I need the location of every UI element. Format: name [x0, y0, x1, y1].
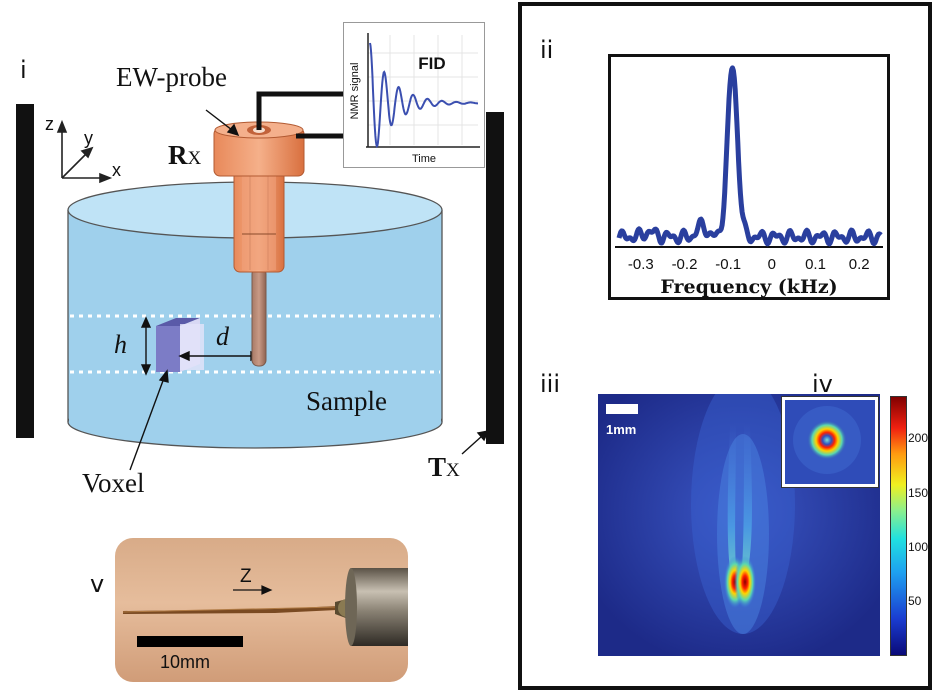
fid-title: FID	[418, 54, 445, 73]
h-dimension-arrow	[140, 316, 152, 376]
colorbar-tick-label: 50	[908, 593, 922, 608]
cross-section-inset	[781, 396, 879, 488]
spectrum-xlabel: Frequency (kHz)	[660, 276, 837, 297]
colorbar-tick-label: 150	[908, 485, 929, 500]
panel-label-i: i	[20, 56, 27, 84]
spectrum-line	[616, 65, 883, 247]
image-scalebar-label: 1mm	[606, 422, 637, 437]
h-label: h	[114, 330, 127, 359]
ew-probe	[213, 121, 305, 367]
spectrum-tick-label: 0	[768, 256, 776, 273]
photo-axis-label: Z	[240, 566, 252, 587]
spectrum-tick-label: -0.2	[672, 256, 698, 273]
axes-triad-icon	[56, 119, 113, 184]
axis-z-label: z	[45, 114, 54, 134]
fid-inset: NMR signal Time FID	[343, 22, 485, 168]
panel-label-iv: iv	[812, 370, 833, 398]
d-label: d	[216, 322, 229, 351]
axis-y-label: y	[84, 128, 93, 148]
hotspot-right	[734, 556, 756, 608]
probe-cables	[256, 91, 350, 139]
rx-label: RX	[168, 140, 202, 170]
fid-plot: NMR signal Time FID	[349, 33, 480, 165]
spectrum-tick-label: 0.1	[805, 256, 826, 273]
tx-plate-right	[486, 112, 504, 444]
colorbar-tick-label: 200	[908, 431, 929, 446]
probe-photo	[115, 538, 408, 682]
spectrum-tick-label: -0.1	[715, 256, 741, 273]
probe-pointer-arrow	[205, 109, 240, 137]
inset-drawing	[793, 406, 861, 474]
photo-scalebar	[137, 636, 243, 647]
voxel-pointer-arrow	[129, 369, 169, 471]
fid-curve	[369, 42, 478, 149]
tx-plate-left	[16, 104, 34, 438]
photo-drawing	[122, 568, 408, 647]
panel-label-iii: iii	[540, 370, 561, 398]
voxel-label: Voxel	[82, 468, 145, 498]
fid-xlabel: Time	[412, 153, 436, 165]
probe-connector	[351, 568, 408, 646]
tx-pointer-arrow	[461, 430, 490, 455]
image-scalebar	[606, 404, 638, 414]
spectrum-tick-label: -0.3	[628, 256, 654, 273]
probe-label: EW-probe	[116, 62, 227, 92]
fid-ylabel: NMR signal	[349, 63, 361, 120]
z-direction-arrow	[233, 585, 273, 595]
colorbar	[890, 396, 907, 656]
spectrum-frame: -0.3 -0.2 -0.1 0 0.1 0.2 Frequency (kHz)	[608, 54, 890, 300]
spectrum-plot: -0.3 -0.2 -0.1 0 0.1 0.2 Frequency (kHz)	[615, 65, 883, 298]
colorbar-tick-label: 100	[908, 539, 929, 554]
spectrum-tick-label: 0.2	[849, 256, 870, 273]
sample-label: Sample	[306, 386, 387, 416]
tx-label: TX	[428, 452, 460, 482]
right-panel-frame	[518, 2, 932, 690]
panel-label-v: v	[90, 570, 105, 598]
photo-scalebar-label: 10mm	[160, 652, 211, 672]
panel-label-ii: ii	[540, 36, 554, 64]
voxel-cube	[156, 318, 204, 372]
setup-diagram	[16, 91, 504, 471]
axis-x-label: x	[112, 160, 121, 180]
